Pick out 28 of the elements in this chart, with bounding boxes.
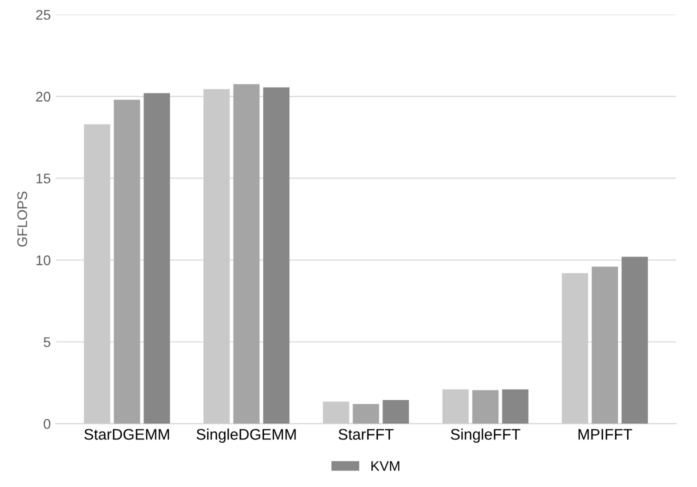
bar [144,93,170,424]
y-tick-label: 15 [36,174,50,184]
y-axis-title: GFLOPS [17,192,28,247]
bar [263,87,290,424]
x-tick-label: StarDGEMM [84,428,170,440]
bar [592,266,618,424]
x-tick-label: StarFFT [338,428,394,440]
x-tick-label: SingleFFT [450,428,520,443]
bar [233,84,260,424]
y-tick-label: 5 [44,337,50,348]
bar [472,390,499,424]
bar [203,89,230,424]
bar [382,400,409,424]
y-tick-label: 20 [36,92,50,102]
y-tick-label: 10 [36,255,50,266]
bar [114,100,140,424]
x-tick-label: SingleDGEMM [196,428,296,443]
x-tick-label: MPIFFT [578,429,632,440]
bar [562,273,588,424]
bar [622,256,648,424]
bar [352,404,380,424]
bar [502,389,528,424]
bar [322,402,350,424]
y-tick-label: 25 [36,10,50,20]
y-tick-label: 0 [44,419,50,429]
bar [84,124,110,424]
bar [442,389,469,424]
legend-label: KVM [371,461,400,471]
